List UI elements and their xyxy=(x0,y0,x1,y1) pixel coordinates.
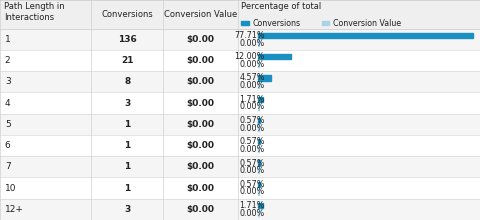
Text: 12+: 12+ xyxy=(5,205,24,214)
Bar xyxy=(258,54,291,59)
Bar xyxy=(0,199,480,220)
Text: 21: 21 xyxy=(121,56,133,65)
Text: 10: 10 xyxy=(5,184,16,192)
Text: $0.00: $0.00 xyxy=(186,141,215,150)
Text: 0.57%: 0.57% xyxy=(240,116,265,125)
Bar xyxy=(258,40,259,46)
Text: 136: 136 xyxy=(118,35,137,44)
Text: 77.71%: 77.71% xyxy=(234,31,265,40)
Text: 8: 8 xyxy=(124,77,131,86)
Text: 7: 7 xyxy=(5,162,11,171)
Bar xyxy=(241,21,249,25)
Text: 0.00%: 0.00% xyxy=(240,145,265,154)
Text: 4: 4 xyxy=(5,99,11,108)
Bar xyxy=(0,50,480,71)
Bar xyxy=(0,71,480,92)
Bar xyxy=(258,118,260,123)
Text: 0.57%: 0.57% xyxy=(240,158,265,167)
Bar xyxy=(258,168,259,173)
Text: 2: 2 xyxy=(5,56,11,65)
Bar xyxy=(0,135,480,156)
Text: Conversion Value: Conversion Value xyxy=(164,10,237,19)
Text: 6: 6 xyxy=(5,141,11,150)
Text: 0.00%: 0.00% xyxy=(240,60,265,69)
Text: 3: 3 xyxy=(124,99,131,108)
Text: 1: 1 xyxy=(124,184,131,192)
Text: $0.00: $0.00 xyxy=(186,162,215,171)
Bar xyxy=(0,29,480,50)
Bar xyxy=(258,182,260,187)
Bar xyxy=(258,139,260,144)
Text: 0.00%: 0.00% xyxy=(240,81,265,90)
Bar xyxy=(0,0,480,29)
Bar xyxy=(258,147,259,152)
Text: 3: 3 xyxy=(5,77,11,86)
Text: $0.00: $0.00 xyxy=(186,184,215,192)
Bar xyxy=(258,125,259,131)
Text: 0.00%: 0.00% xyxy=(240,166,265,175)
Text: 5: 5 xyxy=(5,120,11,129)
Text: Path Length in
Interactions: Path Length in Interactions xyxy=(4,2,64,22)
Text: 1: 1 xyxy=(124,120,131,129)
Text: 1: 1 xyxy=(5,35,11,44)
Text: 0.00%: 0.00% xyxy=(240,38,265,48)
Text: 0.57%: 0.57% xyxy=(240,180,265,189)
Bar xyxy=(258,97,263,102)
Text: 12.00%: 12.00% xyxy=(235,52,265,61)
Bar xyxy=(258,104,259,110)
Text: $0.00: $0.00 xyxy=(186,35,215,44)
Bar xyxy=(322,21,329,25)
Bar xyxy=(258,189,259,194)
Bar xyxy=(0,114,480,135)
Text: 1.71%: 1.71% xyxy=(240,201,265,210)
Bar xyxy=(258,83,259,88)
Text: Percentage of total: Percentage of total xyxy=(241,2,322,11)
Text: 0.57%: 0.57% xyxy=(240,137,265,146)
Text: 1: 1 xyxy=(124,162,131,171)
Bar xyxy=(258,160,260,166)
Text: 1.71%: 1.71% xyxy=(240,95,265,104)
Text: 0.00%: 0.00% xyxy=(240,124,265,133)
Text: 1: 1 xyxy=(124,141,131,150)
Bar xyxy=(0,156,480,178)
Bar xyxy=(258,33,473,38)
Text: 0.00%: 0.00% xyxy=(240,209,265,218)
Text: $0.00: $0.00 xyxy=(186,56,215,65)
Text: Conversions: Conversions xyxy=(101,10,153,19)
Text: Conversions: Conversions xyxy=(253,19,301,28)
Bar xyxy=(258,211,259,216)
Bar xyxy=(258,75,271,81)
Text: $0.00: $0.00 xyxy=(186,120,215,129)
Bar xyxy=(258,203,263,208)
Text: 0.00%: 0.00% xyxy=(240,187,265,196)
Text: 0.00%: 0.00% xyxy=(240,102,265,111)
Bar xyxy=(0,178,480,199)
Bar xyxy=(258,62,259,67)
Text: Conversion Value: Conversion Value xyxy=(333,19,401,28)
Text: $0.00: $0.00 xyxy=(186,77,215,86)
Text: $0.00: $0.00 xyxy=(186,205,215,214)
Text: 4.57%: 4.57% xyxy=(240,73,265,82)
Text: 3: 3 xyxy=(124,205,131,214)
Bar xyxy=(0,92,480,114)
Text: $0.00: $0.00 xyxy=(186,99,215,108)
